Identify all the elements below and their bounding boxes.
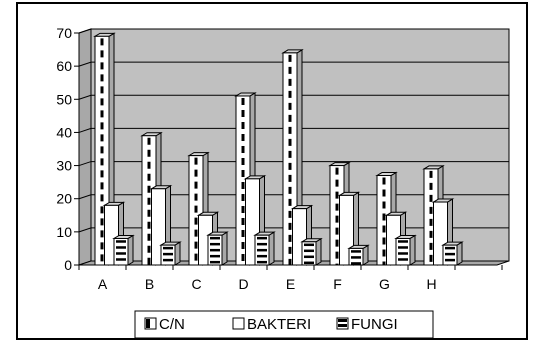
gridline: [78, 161, 509, 167]
legend-swatch-c-n: [144, 317, 157, 330]
bar-fungi-f: [347, 244, 370, 266]
bar-fungi-e: [300, 237, 323, 266]
legend-swatch-box: [232, 317, 245, 330]
gridline: [78, 127, 509, 133]
bar-fungi-a: [112, 234, 135, 266]
legend-swatch-fungi: [336, 317, 349, 330]
y-tick-label: 60: [56, 58, 72, 74]
legend-label: C/N: [159, 316, 185, 333]
bar-side: [456, 241, 463, 266]
bar-fungi-d: [253, 231, 276, 266]
gridline: [78, 94, 509, 100]
y-tick-label: 50: [56, 91, 72, 107]
legend-swatch-fill: [338, 324, 347, 327]
bars: [93, 32, 464, 266]
x-tick-label: C: [191, 276, 201, 292]
bar-fungi-h: [441, 241, 464, 266]
gridline: [78, 227, 509, 233]
y-tick-label: 20: [56, 191, 72, 207]
bar-side: [221, 231, 228, 266]
x-tick-label: B: [145, 276, 154, 292]
x-tick-label: G: [379, 276, 390, 292]
x-tick-label: A: [98, 276, 108, 292]
x-axis: A B C D E F G H: [78, 264, 503, 292]
x-tick-label: H: [426, 276, 436, 292]
x-tick-label: E: [286, 276, 295, 292]
x-tick-label: F: [333, 276, 342, 292]
bar-side: [315, 237, 322, 266]
y-tick-label: 10: [56, 224, 72, 240]
y-axis: 0 10 20 30 40 50 60 70: [56, 25, 80, 273]
legend-label: BAKTERI: [247, 316, 311, 333]
x-tick-label: D: [238, 276, 248, 292]
legend-swatch-fill: [338, 319, 347, 322]
legend-swatch-box: [144, 317, 157, 330]
gridlines: [78, 28, 509, 233]
y-tick-label: 70: [56, 25, 72, 41]
bar-side: [127, 234, 134, 266]
legend-swatch-box: [336, 317, 349, 330]
bar-fungi-c: [206, 231, 229, 266]
y-tick-label: 30: [56, 158, 72, 174]
bar-fungi-g: [394, 234, 417, 266]
legend-box: [134, 310, 434, 339]
y-tick-label: 0: [64, 257, 72, 273]
gridline: [78, 194, 509, 200]
bar-side: [268, 231, 275, 266]
bar-side: [409, 234, 416, 266]
gridline: [78, 28, 509, 34]
legend-swatch-fill: [146, 319, 150, 328]
y-tick-label: 40: [56, 124, 72, 140]
bar-side: [174, 241, 181, 266]
bar-fungi-b: [159, 241, 182, 266]
legend-label: FUNGI: [351, 316, 398, 333]
legend: C/N BAKTERI FUNGI: [134, 310, 434, 339]
legend-swatch-bakteri: [232, 317, 245, 330]
gridline: [78, 61, 509, 67]
